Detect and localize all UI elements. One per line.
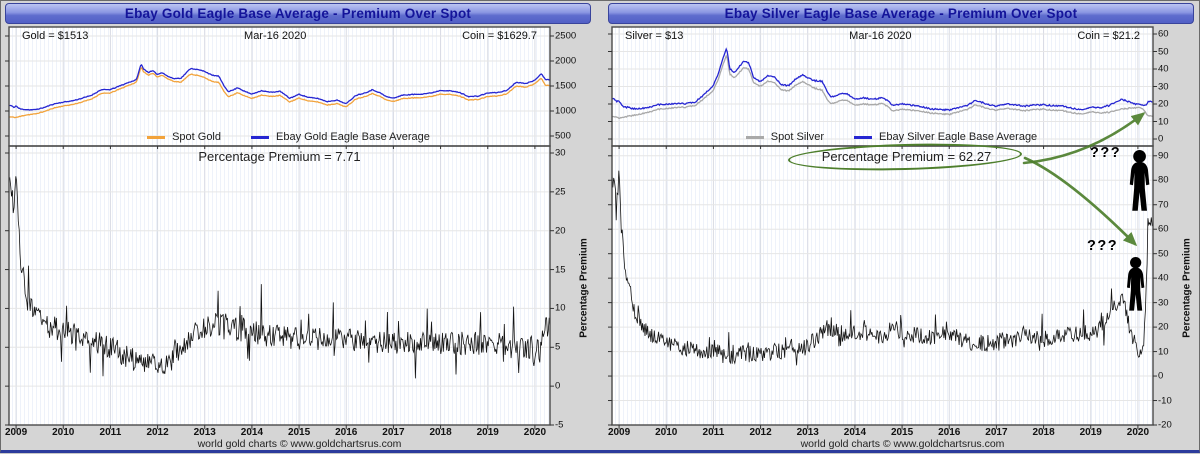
silver-chart-panel: Ebay Silver Eagle Base Average - Premium… [604, 1, 1200, 451]
silhouette-man [1126, 257, 1145, 311]
gold-panel-title: Ebay Gold Eagle Base Average - Premium O… [5, 3, 591, 24]
y-axis-tick-label: 20 [1158, 98, 1169, 110]
legend-item-gold-eagle-average: Ebay Gold Eagle Base Average [251, 131, 430, 143]
x-axis-year-label: 2019 [476, 427, 499, 438]
y-axis-tick-label: -10 [1158, 395, 1172, 407]
y-axis-tick-label: 2000 [555, 55, 577, 67]
y-axis-tick-label: 500 [555, 130, 571, 142]
gold-eagle-legend-label: Ebay Gold Eagle Base Average [276, 131, 430, 143]
silver-eagle-legend-label: Ebay Silver Eagle Base Average [879, 131, 1038, 143]
question-marks-annotation-bottom: ??? [1087, 238, 1119, 254]
x-axis-year-label: 2009 [4, 427, 28, 438]
y-axis-tick-label: 10 [1158, 116, 1169, 127]
legend-item-spot-gold: Spot Gold [147, 131, 221, 143]
y-axis-tick-label: 90 [1158, 150, 1169, 162]
x-axis-year-label: 2015 [890, 427, 914, 438]
gold-coin-readout: Coin = $1629.7 [462, 30, 537, 42]
x-axis-year-label: 2017 [985, 427, 1008, 438]
gold-legend: Spot Gold Ebay Gold Eagle Base Average [9, 131, 550, 143]
gold-premium-readout: Percentage Premium = 7.71 [198, 149, 361, 164]
spot-gold-swatch-icon [147, 135, 166, 139]
x-axis-year-label: 2016 [938, 427, 961, 438]
legend-item-spot-silver: Spot Silver [745, 131, 824, 143]
x-axis-year-label: 2014 [843, 427, 867, 438]
y-axis-tick-label: -20 [1158, 419, 1172, 431]
silver-premium-plot-area [612, 146, 1153, 425]
x-axis-year-label: 2020 [523, 427, 547, 438]
x-axis-year-label: 2011 [99, 427, 122, 438]
gold-eagle-swatch-icon [251, 135, 269, 139]
y-axis-tick-label: 40 [1158, 63, 1169, 75]
x-axis-year-label: 2020 [1126, 427, 1150, 438]
gold-spot-readout: Gold = $1513 [22, 30, 89, 42]
x-axis-year-label: 2012 [146, 427, 169, 438]
silver-panel-title: Ebay Silver Eagle Base Average - Premium… [608, 3, 1194, 24]
gold-date-readout: Mar-16 2020 [244, 30, 307, 42]
legend-item-silver-eagle-average: Ebay Silver Eagle Base Average [854, 131, 1037, 143]
y-axis-tick-label: 60 [1158, 223, 1169, 235]
y-axis-tick-label: 30 [1158, 81, 1169, 92]
x-axis-year-label: 2011 [702, 427, 725, 438]
spot-silver-legend-label: Spot Silver [770, 131, 824, 143]
y-axis-tick-label: 10 [1158, 346, 1169, 358]
y-axis-tick-label: 0 [1158, 133, 1164, 145]
x-axis-year-label: 2010 [655, 427, 678, 438]
gold-chart-header: Gold = $1513 Mar-16 2020 Coin = $1629.7 [9, 30, 550, 42]
silver-premium-readout: Percentage Premium = 62.27 [821, 149, 992, 164]
silver-eagle-swatch-icon [854, 135, 872, 139]
silver-date-readout: Mar-16 2020 [849, 30, 912, 42]
x-axis-year-label: 2010 [52, 427, 75, 438]
x-axis-year-label: 2019 [1079, 427, 1102, 438]
y-axis-tick-label: 10 [555, 302, 566, 314]
x-axis-year-label: 2017 [382, 427, 405, 438]
x-axis-year-label: 2013 [193, 427, 216, 438]
x-axis-year-label: 2014 [240, 427, 264, 438]
y-axis-tick-label: 80 [1158, 174, 1169, 186]
gold-premium-axis-title: Percentage Premium [578, 238, 590, 338]
x-axis-year-label: 2012 [749, 427, 772, 438]
y-axis-tick-label: 60 [1158, 28, 1169, 40]
x-axis-year-label: 2013 [796, 427, 819, 438]
y-axis-tick-label: 20 [555, 225, 566, 237]
gold-chart-canvas [5, 26, 554, 429]
y-axis-tick-label: 50 [1158, 46, 1169, 57]
y-axis-tick-label: 25 [555, 186, 566, 198]
y-axis-tick-label: 0 [555, 380, 561, 392]
silver-premium-axis-title: Percentage Premium [1181, 238, 1193, 338]
silver-chart-canvas [608, 26, 1157, 429]
y-axis-tick-label: 20 [1158, 321, 1169, 333]
gold-copyright-footer: world gold charts © www.goldchartsrus.co… [197, 438, 402, 450]
silver-legend: Spot Silver Ebay Silver Eagle Base Avera… [612, 131, 1153, 143]
silver-chart-header: Silver = $13 Mar-16 2020 Coin = $21.2 [612, 30, 1153, 42]
silhouette-man [1129, 150, 1150, 211]
question-marks-annotation-top: ??? [1090, 145, 1122, 161]
x-axis-year-label: 2018 [429, 427, 452, 438]
silver-coin-readout: Coin = $21.2 [1077, 30, 1140, 42]
gold-premium-plot-area [9, 146, 550, 425]
y-axis-tick-label: 2500 [555, 30, 577, 42]
silver-copyright-footer: world gold charts © www.goldchartsrus.co… [800, 438, 1005, 450]
y-axis-tick-label: 30 [1158, 297, 1169, 309]
x-axis-year-label: 2016 [335, 427, 358, 438]
y-axis-tick-label: 5 [555, 341, 561, 353]
silver-spot-readout: Silver = $13 [625, 30, 684, 42]
y-axis-tick-label: 70 [1158, 199, 1169, 211]
y-axis-tick-label: -5 [555, 419, 564, 431]
y-axis-tick-label: 30 [555, 147, 566, 159]
x-axis-year-label: 2018 [1032, 427, 1055, 438]
gold-chart-panel: Ebay Gold Eagle Base Average - Premium O… [1, 1, 598, 451]
y-axis-tick-label: 50 [1158, 248, 1169, 260]
y-axis-tick-label: 0 [1158, 370, 1164, 382]
spot-gold-legend-label: Spot Gold [172, 131, 221, 143]
y-axis-tick-label: 40 [1158, 272, 1169, 284]
x-axis-year-label: 2009 [607, 427, 631, 438]
y-axis-tick-label: 1500 [555, 80, 577, 92]
spot-silver-swatch-icon [745, 135, 764, 139]
y-axis-tick-label: 1000 [555, 105, 577, 117]
y-axis-tick-label: 15 [555, 264, 566, 276]
x-axis-year-label: 2015 [287, 427, 311, 438]
